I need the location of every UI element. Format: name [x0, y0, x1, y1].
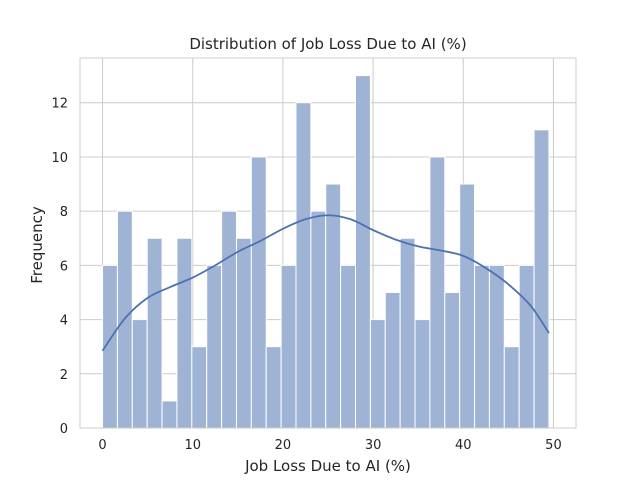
histogram-bar: [206, 264, 223, 429]
histogram-bar: [310, 210, 327, 429]
histogram-bar: [369, 319, 386, 429]
histogram-bar: [250, 156, 267, 429]
histogram-bar: [518, 264, 535, 429]
y-axis-label: Frequency: [28, 206, 46, 284]
histogram-bar: [161, 400, 178, 429]
y-tick-label: 6: [60, 259, 68, 274]
x-tick-label: 40: [455, 438, 472, 453]
y-tick-label: 12: [51, 97, 68, 112]
x-axis-label: Job Loss Due to AI (%): [244, 457, 411, 475]
bars: [102, 75, 550, 429]
x-tick-label: 0: [98, 438, 106, 453]
histogram-bar: [399, 237, 416, 429]
histogram-bar: [235, 237, 252, 429]
histogram-bar: [429, 156, 446, 429]
y-tick-label: 4: [60, 314, 68, 329]
histogram-bar: [131, 319, 148, 429]
y-tick-label: 8: [60, 205, 68, 220]
histogram-bar: [459, 183, 476, 429]
histogram-bar: [280, 264, 297, 429]
histogram-bar: [533, 129, 550, 429]
x-tick-label: 10: [184, 438, 201, 453]
histogram-bar: [146, 237, 163, 429]
y-tick-label: 2: [60, 368, 68, 383]
histogram-bar: [355, 75, 371, 429]
histogram-bar: [384, 291, 401, 429]
histogram-bar: [221, 210, 237, 429]
histogram-bar: [340, 264, 357, 429]
x-axis-ticks: 0 10 20 30 40 50: [98, 438, 561, 453]
x-tick-label: 30: [365, 438, 382, 453]
y-axis-ticks: 0 2 4 6 8 10 12: [51, 97, 68, 437]
kde-curve: [101, 214, 550, 352]
histogram-bar: [191, 346, 208, 429]
y-tick-label: 0: [60, 422, 68, 437]
histogram-bar: [503, 346, 520, 429]
histogram-bar: [414, 319, 431, 429]
histogram-bar: [265, 346, 282, 429]
histogram-bar: [325, 183, 342, 429]
plot-frame: [79, 57, 577, 429]
histogram-bar: [488, 264, 505, 429]
histogram-bar: [295, 102, 312, 429]
histogram-bar: [444, 291, 461, 429]
y-tick-label: 10: [51, 151, 68, 166]
x-tick-label: 50: [545, 438, 562, 453]
histogram-bar: [474, 264, 490, 429]
x-tick-label: 20: [275, 438, 292, 453]
histogram-bar: [176, 237, 193, 429]
chart-title: Distribution of Job Loss Due to AI (%): [189, 35, 466, 53]
